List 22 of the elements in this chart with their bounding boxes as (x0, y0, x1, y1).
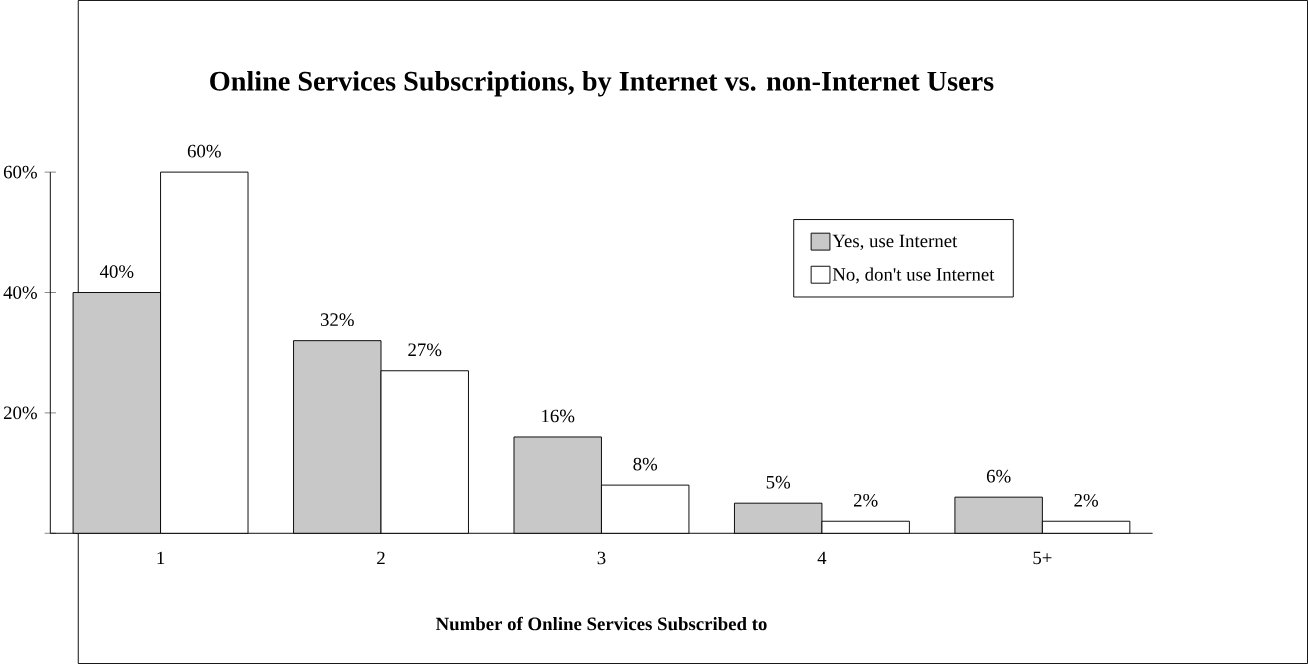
data-label: 2% (853, 493, 878, 507)
legend-label: No, don't use Internet (832, 267, 995, 284)
data-label: 8% (633, 457, 658, 471)
legend-label: Yes, use Internet (832, 234, 958, 250)
chart-title: Online Services Subscriptions, by Internet vs. non-Internet Users (210, 70, 994, 97)
y-tick-label: 60% (3, 165, 37, 179)
data-label: 5% (766, 475, 791, 489)
data-label: 40% (99, 265, 134, 278)
x-tick-label: 4 (817, 551, 827, 565)
x-tick-label: 2 (377, 551, 385, 565)
y-tick-label: 20% (3, 406, 37, 420)
data-label: 16% (542, 409, 575, 423)
data-label: 27% (408, 343, 442, 357)
data-label: 32% (320, 313, 354, 327)
data-label: 6% (986, 469, 1011, 483)
y-tick-label: 40% (3, 286, 37, 299)
data-label: 60% (187, 144, 221, 158)
x-tick-label: 5+ (1033, 551, 1052, 565)
x-tick-label: 1 (157, 551, 165, 565)
x-tick-label: 3 (597, 551, 606, 565)
data-label: 2% (1074, 493, 1099, 507)
x-axis-title: Number of Online Services Subscribed to (435, 616, 767, 631)
